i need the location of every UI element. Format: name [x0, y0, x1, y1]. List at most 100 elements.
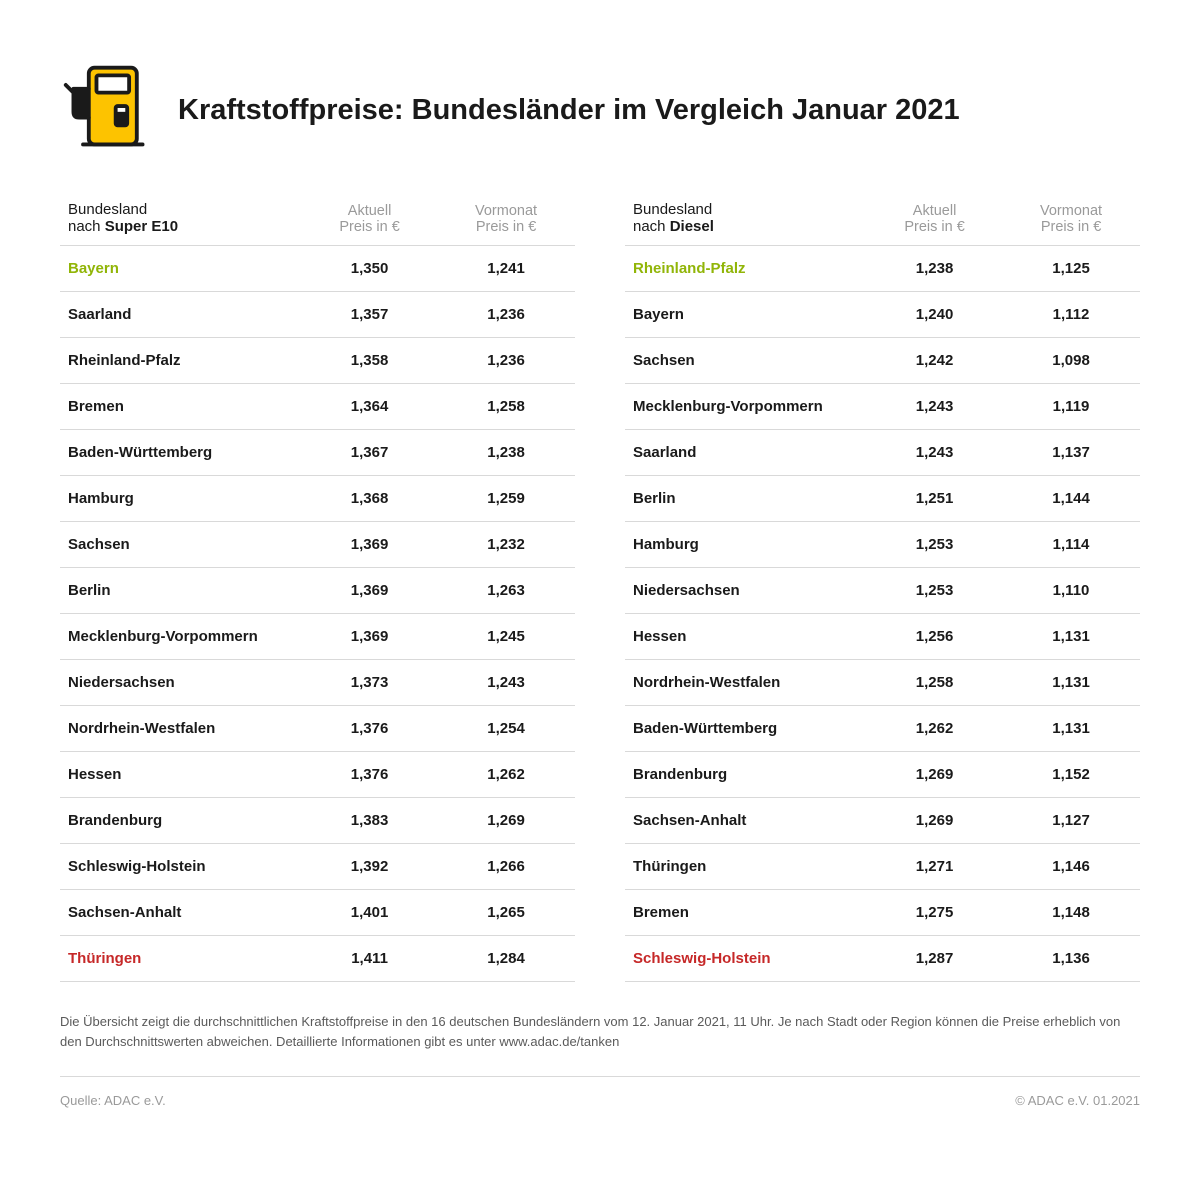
prev-price-cell: 1,269: [437, 798, 575, 844]
table-super-e10: Bundesland nach Super E10 AktuellPreis i…: [60, 201, 575, 982]
prev-price-cell: 1,265: [437, 890, 575, 936]
table-row: Bayern1,3501,241: [60, 246, 575, 292]
col-header-state: Bundesland nach Diesel: [625, 201, 867, 246]
state-cell: Berlin: [60, 568, 302, 614]
current-price-cell: 1,357: [302, 292, 437, 338]
current-price-cell: 1,367: [302, 430, 437, 476]
prev-price-cell: 1,131: [1002, 614, 1140, 660]
state-cell: Sachsen-Anhalt: [60, 890, 302, 936]
state-cell: Brandenburg: [625, 752, 867, 798]
tables-container: Bundesland nach Super E10 AktuellPreis i…: [60, 201, 1140, 982]
table-row: Hessen1,3761,262: [60, 752, 575, 798]
state-cell: Mecklenburg-Vorpommern: [625, 384, 867, 430]
state-cell: Thüringen: [625, 844, 867, 890]
state-cell: Baden-Württemberg: [625, 706, 867, 752]
current-price-cell: 1,253: [867, 522, 1002, 568]
prev-price-cell: 1,136: [1002, 936, 1140, 982]
table-row: Saarland1,2431,137: [625, 430, 1140, 476]
prev-price-cell: 1,127: [1002, 798, 1140, 844]
state-cell: Hessen: [625, 614, 867, 660]
header: Kraftstoffpreise: Bundesländer im Vergle…: [60, 60, 1140, 161]
prev-price-cell: 1,152: [1002, 752, 1140, 798]
state-cell: Saarland: [60, 292, 302, 338]
current-price-cell: 1,243: [867, 430, 1002, 476]
prev-price-cell: 1,236: [437, 292, 575, 338]
prev-price-cell: 1,119: [1002, 384, 1140, 430]
table-row: Schleswig-Holstein1,3921,266: [60, 844, 575, 890]
table-row: Rheinland-Pfalz1,2381,125: [625, 246, 1140, 292]
table-row: Mecklenburg-Vorpommern1,2431,119: [625, 384, 1140, 430]
prev-price-cell: 1,266: [437, 844, 575, 890]
table-row: Niedersachsen1,3731,243: [60, 660, 575, 706]
current-price-cell: 1,242: [867, 338, 1002, 384]
current-price-cell: 1,358: [302, 338, 437, 384]
table-row: Sachsen-Anhalt1,4011,265: [60, 890, 575, 936]
fuel-pump-icon: [60, 60, 156, 161]
current-price-cell: 1,269: [867, 752, 1002, 798]
state-cell: Hessen: [60, 752, 302, 798]
state-cell: Rheinland-Pfalz: [60, 338, 302, 384]
current-price-cell: 1,240: [867, 292, 1002, 338]
prev-price-cell: 1,241: [437, 246, 575, 292]
prev-price-cell: 1,236: [437, 338, 575, 384]
table-row: Mecklenburg-Vorpommern1,3691,245: [60, 614, 575, 660]
prev-price-cell: 1,238: [437, 430, 575, 476]
table-row: Bayern1,2401,112: [625, 292, 1140, 338]
page-title: Kraftstoffpreise: Bundesländer im Vergle…: [178, 94, 960, 127]
table-row: Thüringen1,2711,146: [625, 844, 1140, 890]
state-cell: Mecklenburg-Vorpommern: [60, 614, 302, 660]
state-cell: Niedersachsen: [625, 568, 867, 614]
current-price-cell: 1,369: [302, 522, 437, 568]
state-cell: Sachsen-Anhalt: [625, 798, 867, 844]
state-cell: Sachsen: [60, 522, 302, 568]
col-header-current: AktuellPreis in €: [302, 201, 437, 246]
current-price-cell: 1,364: [302, 384, 437, 430]
current-price-cell: 1,369: [302, 614, 437, 660]
col-header-prev: VormonatPreis in €: [437, 201, 575, 246]
state-cell: Hamburg: [60, 476, 302, 522]
current-price-cell: 1,262: [867, 706, 1002, 752]
table-row: Bremen1,3641,258: [60, 384, 575, 430]
state-cell: Baden-Württemberg: [60, 430, 302, 476]
current-price-cell: 1,258: [867, 660, 1002, 706]
prev-price-cell: 1,112: [1002, 292, 1140, 338]
footer: Quelle: ADAC e.V. © ADAC e.V. 01.2021: [60, 1093, 1140, 1108]
table-row: Berlin1,2511,144: [625, 476, 1140, 522]
prev-price-cell: 1,243: [437, 660, 575, 706]
table-row: Hamburg1,2531,114: [625, 522, 1140, 568]
current-price-cell: 1,287: [867, 936, 1002, 982]
table-row: Baden-Württemberg1,3671,238: [60, 430, 575, 476]
table-row: Schleswig-Holstein1,2871,136: [625, 936, 1140, 982]
current-price-cell: 1,401: [302, 890, 437, 936]
state-cell: Schleswig-Holstein: [60, 844, 302, 890]
prev-price-cell: 1,254: [437, 706, 575, 752]
footer-source: Quelle: ADAC e.V.: [60, 1093, 166, 1108]
prev-price-cell: 1,146: [1002, 844, 1140, 890]
table-row: Rheinland-Pfalz1,3581,236: [60, 338, 575, 384]
prev-price-cell: 1,259: [437, 476, 575, 522]
prev-price-cell: 1,263: [437, 568, 575, 614]
current-price-cell: 1,369: [302, 568, 437, 614]
state-cell: Berlin: [625, 476, 867, 522]
state-cell: Thüringen: [60, 936, 302, 982]
footnote-text: Die Übersicht zeigt die durchschnittlich…: [60, 1012, 1140, 1077]
table-diesel: Bundesland nach Diesel AktuellPreis in €…: [625, 201, 1140, 982]
state-cell: Nordrhein-Westfalen: [60, 706, 302, 752]
table-row: Saarland1,3571,236: [60, 292, 575, 338]
prev-price-cell: 1,232: [437, 522, 575, 568]
table-row: Sachsen-Anhalt1,2691,127: [625, 798, 1140, 844]
col-header-state: Bundesland nach Super E10: [60, 201, 302, 246]
table-row: Sachsen1,3691,232: [60, 522, 575, 568]
col-header-current: AktuellPreis in €: [867, 201, 1002, 246]
current-price-cell: 1,275: [867, 890, 1002, 936]
prev-price-cell: 1,258: [437, 384, 575, 430]
table-row: Bremen1,2751,148: [625, 890, 1140, 936]
current-price-cell: 1,373: [302, 660, 437, 706]
state-cell: Nordrhein-Westfalen: [625, 660, 867, 706]
current-price-cell: 1,411: [302, 936, 437, 982]
state-cell: Brandenburg: [60, 798, 302, 844]
prev-price-cell: 1,284: [437, 936, 575, 982]
current-price-cell: 1,253: [867, 568, 1002, 614]
table-row: Nordrhein-Westfalen1,3761,254: [60, 706, 575, 752]
current-price-cell: 1,269: [867, 798, 1002, 844]
